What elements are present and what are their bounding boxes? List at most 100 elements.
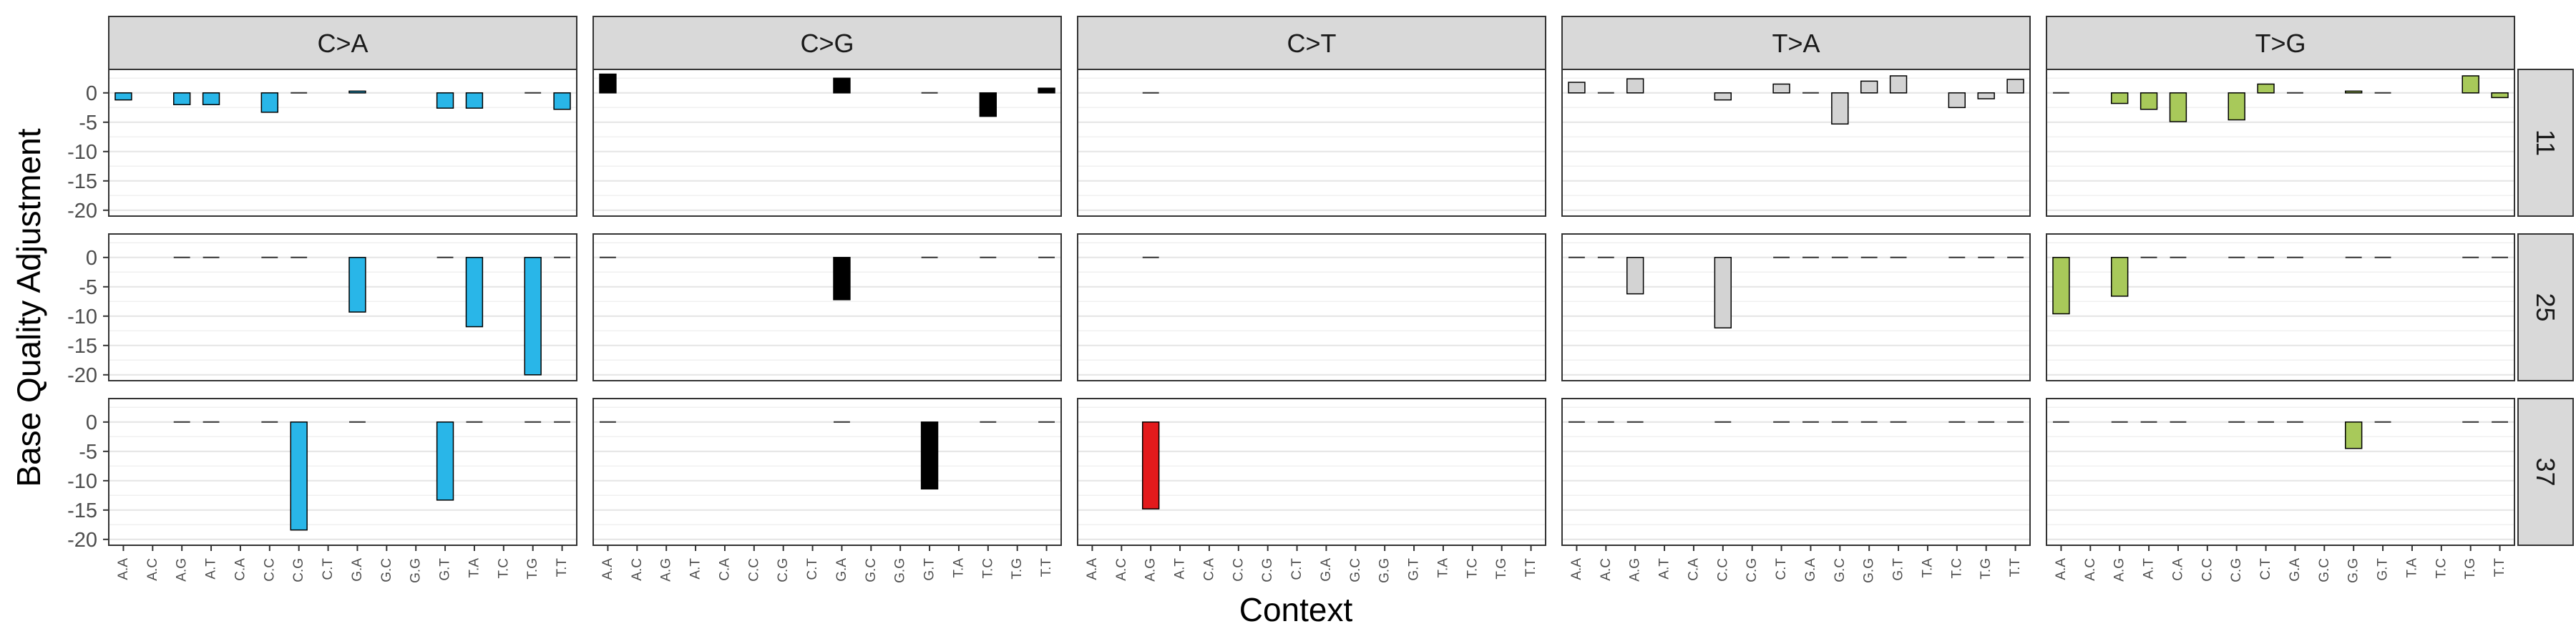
x-tick-label: A.T <box>688 558 703 580</box>
x-tick-label: A.C <box>145 558 160 581</box>
panel-background <box>2046 69 2514 216</box>
y-tick-label: -10 <box>67 306 97 328</box>
x-tick-label: T.C <box>2434 558 2449 579</box>
x-tick-label: C.A <box>2170 558 2185 581</box>
x-tick-label: C.G <box>1745 558 1760 582</box>
bar <box>2491 92 2509 99</box>
x-tick-label: A.C <box>1114 558 1129 581</box>
facet-strip-column <box>1077 16 1546 70</box>
bar <box>465 257 484 328</box>
bar <box>348 90 366 94</box>
bar <box>979 92 997 117</box>
x-tick-label: A.T <box>2142 558 2157 580</box>
panel-border <box>1561 69 2031 217</box>
x-tick-label: G.C <box>2317 558 2332 582</box>
bar <box>1038 87 1055 94</box>
y-tick-label: 0 <box>86 82 97 105</box>
y-axis-title: Base Quality Adjustment <box>10 128 47 487</box>
bar <box>2110 257 2129 297</box>
bar <box>202 92 220 105</box>
bar <box>2462 75 2479 94</box>
panel-border <box>2046 398 2515 546</box>
bar <box>1889 75 1908 94</box>
panel-border <box>592 233 1062 381</box>
x-tick-label: A.A <box>1085 558 1100 580</box>
bar <box>2110 92 2129 104</box>
panel-border <box>1561 233 2031 381</box>
x-tick-label: G.A <box>834 558 849 582</box>
bar <box>1626 257 1644 295</box>
bar <box>436 92 454 109</box>
x-tick-label: A.C <box>630 558 645 581</box>
bar <box>172 92 191 105</box>
bar <box>524 257 542 376</box>
x-tick-label: T.T <box>2008 558 2023 577</box>
x-tick-label: C.C <box>746 558 761 582</box>
x-tick-label: A.A <box>116 558 131 580</box>
panel-border <box>592 69 1062 217</box>
panel-background <box>593 399 1061 545</box>
bar <box>2052 257 2070 315</box>
panel-background <box>593 69 1061 216</box>
y-tick-label: -5 <box>79 441 97 464</box>
x-tick-label: C.C <box>2200 558 2215 582</box>
bar <box>1977 92 1995 99</box>
x-tick-label: T.G <box>1979 558 1994 580</box>
x-tick-label: G.G <box>1862 558 1877 583</box>
x-tick-label: A.T <box>204 558 219 580</box>
bar <box>2344 90 2363 94</box>
x-tick-label: A.T <box>1657 558 1672 580</box>
x-tick-label: A.C <box>2083 558 2098 581</box>
x-tick-label: T.T <box>2492 558 2507 577</box>
x-tick-label: T.A <box>951 558 966 578</box>
panel-background <box>1078 234 1546 381</box>
bar <box>1714 257 1732 328</box>
x-tick-label: G.T <box>2376 558 2391 581</box>
y-tick-label: 0 <box>86 247 97 270</box>
panel-border <box>1077 233 1546 381</box>
x-tick-label: A.G <box>2112 558 2127 582</box>
x-tick-label: G.C <box>864 558 879 582</box>
panel-background <box>1078 69 1546 216</box>
facet-grid: C>A C>G C>T T>A T>G 11 25 37 0 -5 -10 -15 -20 0 -5 -10 -… <box>67 16 2574 583</box>
x-tick-label: C.A <box>233 558 248 581</box>
panel-border <box>592 398 1062 546</box>
x-tick-label: A.A <box>1569 558 1584 580</box>
bar <box>436 421 454 501</box>
x-tick-label: T.T <box>1523 558 1538 577</box>
x-tick-label: C.A <box>717 558 732 581</box>
y-tick-label: -10 <box>67 141 97 164</box>
panel-background <box>109 69 577 216</box>
x-tick-label: G.T <box>1891 558 1906 581</box>
x-tick-label: G.T <box>1407 558 1422 581</box>
bar <box>1860 80 1878 94</box>
bar <box>1568 82 1586 94</box>
x-tick-label: T.G <box>525 558 540 580</box>
x-tick-label: G.A <box>2288 558 2303 582</box>
bar <box>833 77 851 94</box>
x-tick-label: T.T <box>1039 558 1054 577</box>
y-tick-label: -15 <box>67 335 97 358</box>
panel-background <box>2046 234 2514 381</box>
x-tick-label: T.A <box>1920 558 1935 578</box>
bar <box>348 257 366 313</box>
x-tick-label: C.T <box>1774 558 1789 580</box>
bar <box>2228 92 2245 121</box>
x-tick-label: C.C <box>1715 558 1730 582</box>
x-tick-label: T.A <box>1435 558 1450 578</box>
panel-background <box>109 234 577 381</box>
y-tick-label: 0 <box>86 411 97 434</box>
x-tick-label: T.T <box>555 558 570 577</box>
x-tick-label: A.G <box>1143 558 1158 582</box>
bar <box>920 421 939 490</box>
y-tick-label: -15 <box>67 499 97 522</box>
x-tick-label: C.T <box>805 558 820 580</box>
facet-strip-row <box>2517 69 2574 217</box>
panel-background <box>2046 399 2514 545</box>
x-tick-label: T.A <box>2404 558 2419 578</box>
bar <box>1948 92 1966 109</box>
y-tick-label: -20 <box>67 364 97 387</box>
x-tick-label: T.G <box>1494 558 1509 580</box>
x-tick-label: G.G <box>1377 558 1392 583</box>
y-tick-label: -15 <box>67 170 97 193</box>
